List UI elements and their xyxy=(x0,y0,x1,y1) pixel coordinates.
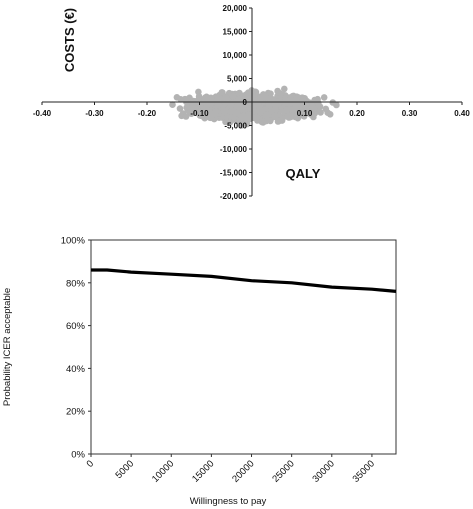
y-tick-label: 10,000 xyxy=(223,51,248,60)
y-axis-title: COSTS (€) xyxy=(62,8,77,72)
scatter-point xyxy=(238,122,246,129)
scatter-point xyxy=(195,93,203,100)
y-tick-label: 20% xyxy=(66,407,86,418)
scatter-point xyxy=(317,109,324,116)
y-tick-label: -10,000 xyxy=(220,145,248,154)
plot-frame xyxy=(90,239,397,455)
x-tick-label: 25000 xyxy=(270,458,296,484)
x-tick-label: -0.40 xyxy=(33,109,52,118)
y-tick-label: -15,000 xyxy=(220,169,248,178)
x-tick-label: 0.30 xyxy=(402,109,418,118)
scatter-point xyxy=(208,112,215,119)
y-tick-label: 15,000 xyxy=(223,28,248,37)
scatter-points xyxy=(169,85,340,129)
scatter-point xyxy=(181,95,189,103)
x-tick-label: 30000 xyxy=(310,458,336,484)
scatter-point xyxy=(208,99,215,107)
scatter-point xyxy=(324,109,332,116)
scatter-point xyxy=(274,87,281,95)
scatter-point xyxy=(229,92,237,100)
acceptability-curve-chart: 100% 80% 60% 40% 20% 0%0 5000 10000 15000 20000 25… xyxy=(2,236,397,507)
x-tick-label: 0.40 xyxy=(454,109,470,118)
y-tick-label: 20,000 xyxy=(223,4,248,13)
scatter-point xyxy=(257,109,264,116)
scatter-point xyxy=(297,112,304,119)
scatter-point xyxy=(292,101,300,109)
scatter-point xyxy=(227,102,235,109)
scatter-point xyxy=(247,89,254,97)
ce-plane-chart: -0.40 -0.30 -0.20 -0.10 0.10 0.20 0.30 0.40 20,0… xyxy=(33,4,470,200)
y-axis-title: Probability ICER acceptable xyxy=(2,288,13,406)
y-tick-label: 5,000 xyxy=(227,75,248,84)
scatter-point xyxy=(252,88,259,96)
scatter-point xyxy=(262,93,270,101)
y-tick-label: 0% xyxy=(71,450,85,461)
y-tick-label: 40% xyxy=(66,364,86,375)
scatter-point xyxy=(284,111,292,119)
scatter-point xyxy=(263,117,270,125)
scatter-point xyxy=(212,108,220,115)
scatter-point xyxy=(320,94,328,101)
x-tick-label: 0.10 xyxy=(297,109,313,118)
scatter-point xyxy=(191,105,199,113)
y-tick-label: 60% xyxy=(66,321,86,332)
scatter-point xyxy=(309,106,317,114)
y-tick-label: 0 xyxy=(243,98,248,107)
scatter-point xyxy=(251,108,259,115)
scatter-point xyxy=(182,113,190,120)
scatter-point xyxy=(218,89,226,96)
scatter-point xyxy=(275,117,283,125)
x-axis-title: QALY xyxy=(286,166,321,181)
scatter-point xyxy=(169,101,176,108)
scatter-point xyxy=(176,105,184,112)
y-tick-label: 100% xyxy=(61,236,86,247)
y-tick-label: -20,000 xyxy=(220,192,248,200)
x-tick-label: 0.20 xyxy=(349,109,365,118)
y-tick-label: 80% xyxy=(66,278,86,289)
scatter-point xyxy=(281,85,288,93)
scatter-point xyxy=(283,106,290,114)
x-tick-label: 10000 xyxy=(150,458,176,484)
scatter-point xyxy=(214,102,221,110)
x-tick-label: 5000 xyxy=(114,458,137,481)
scatter-point xyxy=(254,101,261,108)
x-tick-label: 15000 xyxy=(190,458,216,484)
x-tick-label: 35000 xyxy=(351,458,377,484)
x-tick-label: 20000 xyxy=(230,458,256,484)
x-axis-title: Willingness to pay xyxy=(190,496,267,507)
x-tick-label: -0.10 xyxy=(190,109,209,118)
scatter-point xyxy=(267,90,274,97)
scatter-point xyxy=(243,120,251,128)
x-tick-label: 0 xyxy=(85,458,97,470)
scatter-point xyxy=(268,107,276,115)
x-tick-label: -0.30 xyxy=(85,109,104,118)
scatter-point xyxy=(262,111,270,119)
scatter-point xyxy=(226,119,234,126)
series-line xyxy=(91,268,397,293)
scatter-point xyxy=(239,106,246,113)
scatter-point xyxy=(247,99,254,107)
scatter-point xyxy=(227,108,235,115)
x-tick-label: -0.20 xyxy=(138,109,157,118)
scatter-point xyxy=(202,104,210,111)
y-tick-label: -5,000 xyxy=(224,122,247,131)
